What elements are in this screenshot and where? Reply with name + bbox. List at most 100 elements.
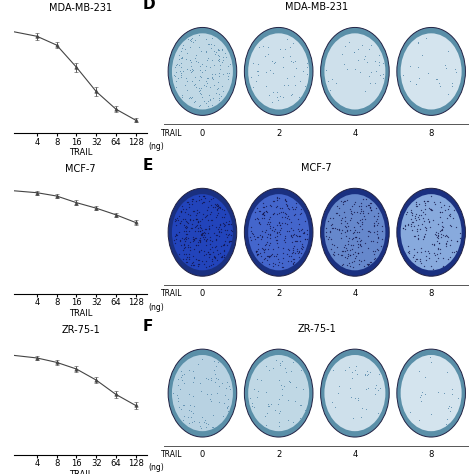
- Point: [182, 235, 190, 242]
- Point: [343, 261, 351, 269]
- Point: [334, 244, 341, 251]
- Point: [212, 231, 219, 239]
- Point: [284, 212, 292, 219]
- Point: [208, 73, 216, 81]
- Point: [363, 385, 370, 392]
- Point: [415, 416, 422, 424]
- Point: [263, 207, 270, 214]
- Point: [285, 252, 293, 259]
- Point: [408, 207, 415, 214]
- X-axis label: TRAIL: TRAIL: [69, 470, 92, 474]
- Point: [370, 255, 378, 263]
- Point: [275, 395, 283, 402]
- Point: [427, 358, 435, 365]
- Point: [288, 203, 296, 210]
- Point: [196, 90, 204, 97]
- Point: [414, 231, 421, 239]
- Point: [184, 241, 192, 249]
- Point: [288, 233, 296, 240]
- Point: [258, 215, 266, 222]
- Point: [192, 241, 200, 248]
- Point: [263, 421, 270, 429]
- Point: [216, 204, 224, 211]
- Point: [172, 221, 180, 229]
- Point: [420, 234, 428, 241]
- Point: [367, 41, 375, 48]
- Point: [425, 249, 433, 256]
- Point: [363, 371, 371, 379]
- Point: [183, 50, 191, 57]
- Point: [279, 254, 287, 262]
- Point: [195, 263, 202, 270]
- Point: [180, 242, 188, 249]
- Point: [191, 227, 199, 235]
- Point: [258, 227, 265, 235]
- Point: [192, 222, 200, 230]
- Point: [202, 423, 210, 430]
- Point: [176, 385, 183, 393]
- Point: [300, 67, 307, 75]
- Point: [276, 408, 283, 415]
- Point: [177, 207, 185, 215]
- Point: [201, 247, 208, 255]
- Point: [355, 260, 363, 268]
- Point: [209, 423, 217, 430]
- Point: [356, 234, 363, 242]
- Point: [226, 217, 233, 225]
- Point: [212, 374, 220, 382]
- Point: [415, 74, 423, 82]
- Point: [205, 229, 212, 237]
- Point: [424, 216, 432, 223]
- Point: [262, 82, 269, 90]
- Title: MDA-MB-231: MDA-MB-231: [49, 3, 112, 13]
- Point: [187, 35, 194, 42]
- Point: [282, 235, 289, 242]
- Point: [419, 208, 427, 215]
- Point: [422, 227, 430, 234]
- Point: [223, 226, 230, 233]
- Point: [439, 254, 447, 262]
- Point: [351, 209, 358, 216]
- Point: [333, 202, 341, 210]
- Point: [189, 65, 196, 73]
- Point: [303, 235, 311, 243]
- Point: [446, 253, 454, 260]
- Point: [226, 69, 233, 76]
- Point: [187, 58, 194, 66]
- Point: [274, 261, 282, 269]
- Point: [218, 46, 226, 54]
- Point: [191, 36, 199, 44]
- Point: [415, 211, 422, 219]
- Point: [178, 371, 185, 379]
- Point: [280, 236, 287, 244]
- Text: 0: 0: [200, 290, 205, 299]
- Point: [445, 402, 453, 410]
- Point: [273, 237, 281, 244]
- Point: [205, 74, 212, 82]
- Point: [198, 232, 205, 239]
- Point: [278, 259, 285, 267]
- Point: [327, 222, 335, 229]
- Point: [337, 219, 345, 227]
- Point: [355, 256, 362, 264]
- Point: [191, 54, 199, 62]
- Point: [185, 227, 193, 235]
- Point: [430, 249, 438, 256]
- Point: [209, 260, 217, 268]
- Point: [224, 63, 232, 70]
- Point: [264, 245, 272, 253]
- Point: [328, 220, 336, 228]
- Point: [261, 242, 269, 249]
- Point: [296, 401, 304, 409]
- Point: [408, 218, 416, 226]
- Point: [269, 263, 276, 270]
- Point: [431, 230, 438, 238]
- Point: [420, 232, 428, 240]
- Point: [197, 91, 204, 98]
- Point: [421, 206, 428, 213]
- Point: [196, 84, 203, 92]
- Point: [189, 66, 196, 73]
- Point: [175, 228, 183, 236]
- Point: [246, 394, 254, 401]
- Point: [208, 257, 216, 264]
